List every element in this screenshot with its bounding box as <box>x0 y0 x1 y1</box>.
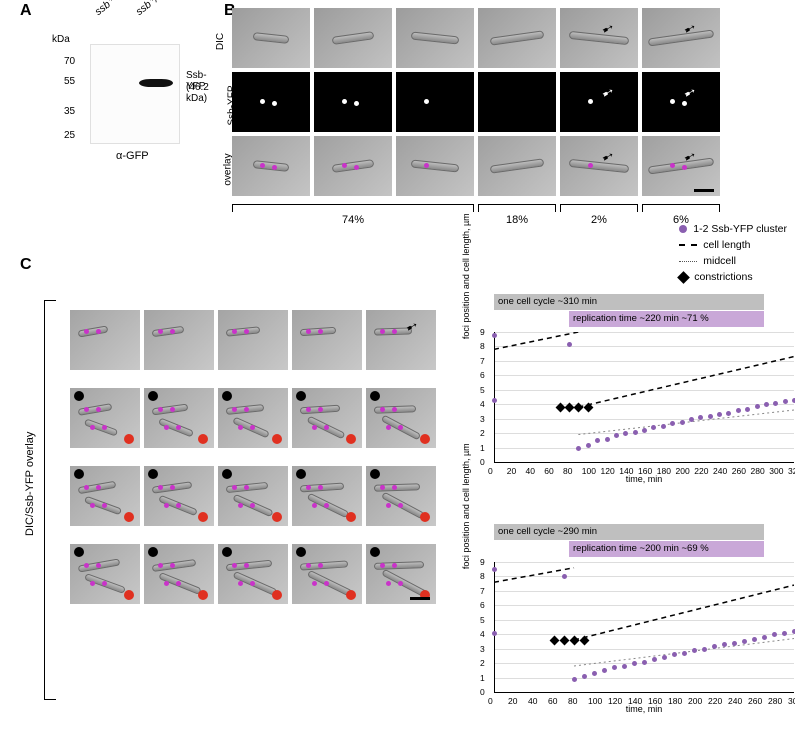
replication-bar: replication time ~200 min ~69 % <box>569 541 764 557</box>
thumb-yfp-3 <box>478 72 556 132</box>
cycle-bar: one cell cycle ~310 min <box>494 294 764 310</box>
tl-thumb-100: 100 <box>144 388 214 448</box>
marker-55: 55 <box>64 76 75 87</box>
xlabel: time, min <box>626 474 663 484</box>
tl-thumb-260: 260 <box>144 544 214 604</box>
legend-dotline-icon <box>679 261 697 262</box>
pct-label: 18% <box>478 214 556 226</box>
legend-midcell-text: midcell <box>703 254 736 268</box>
ylabel: foci position and cell length, µm <box>461 443 471 569</box>
marker-70: 70 <box>64 56 75 67</box>
legend-dash-icon <box>679 244 697 246</box>
marker-25: 25 <box>64 130 75 141</box>
kda-unit: kDa <box>52 34 70 45</box>
panel-a-label: A <box>20 2 32 20</box>
row-label-dic: DIC <box>215 33 226 50</box>
legend-midcell: midcell <box>679 254 787 268</box>
tl-thumb-40: 40 <box>218 310 288 370</box>
antibody-label: α-GFP <box>116 150 149 162</box>
thumb-dic-5 <box>642 8 720 68</box>
strain-labels: ssb⁺ ssb⁺/ssb-YFP <box>100 6 206 18</box>
ssb-yfp-band <box>139 79 173 87</box>
legend-cell-length: cell length <box>679 238 787 252</box>
tl-thumb-90: 90 <box>70 388 140 448</box>
tl-thumb-180: 180 <box>218 466 288 526</box>
thumb-overlay-1 <box>314 136 392 196</box>
tl-thumb-200: 200 <box>292 466 362 526</box>
thumb-dic-0 <box>232 8 310 68</box>
thumb-yfp-1 <box>314 72 392 132</box>
thumb-yfp-4 <box>560 72 638 132</box>
panel-b: DIC Ssb-YFP overlay 74%18%2%6% <box>232 8 788 226</box>
thumb-dic-4 <box>560 8 638 68</box>
ylabel: foci position and cell length, µm <box>461 213 471 339</box>
band-mw: (46.2 kDa) <box>186 82 218 104</box>
panel-c-label: C <box>20 256 32 274</box>
replication-bar: replication time ~220 min ~71 % <box>569 311 764 327</box>
legend-dot-icon <box>679 225 687 233</box>
thumb-dic-3 <box>478 8 556 68</box>
thumb-yfp-2 <box>396 72 474 132</box>
tl-thumb-300: 300 <box>292 544 362 604</box>
marker-35: 35 <box>64 106 75 117</box>
legend-cluster-text: 1-2 Ssb-YFP cluster <box>693 222 787 236</box>
thumb-overlay-2 <box>396 136 474 196</box>
tl-thumb-320: 320 <box>366 544 436 604</box>
thumb-overlay-0 <box>232 136 310 196</box>
panel-a: ssb⁺ ssb⁺/ssb-YFP kDa 70 55 35 25 Ssb-YF… <box>38 8 218 168</box>
tl-thumb-140: 140 <box>70 466 140 526</box>
tl-thumb-130: 130 <box>366 388 436 448</box>
thumb-yfp-0 <box>232 72 310 132</box>
tl-thumb-0: 0 <box>70 310 140 370</box>
xlabel: time, min <box>626 704 663 714</box>
tl-thumb-60: 60 <box>292 310 362 370</box>
tl-thumb-220: 220 <box>366 466 436 526</box>
thumb-overlay-3 <box>478 136 556 196</box>
legend-cell-length-text: cell length <box>703 238 750 252</box>
pct-label: 2% <box>560 214 638 226</box>
thumb-yfp-5 <box>642 72 720 132</box>
tl-thumb-280: 280 <box>218 544 288 604</box>
tl-thumb-20: 20 <box>144 310 214 370</box>
strain-1: ssb⁺ <box>93 0 118 18</box>
pct-label: 74% <box>232 214 474 226</box>
thumb-dic-1 <box>314 8 392 68</box>
legend-cluster: 1-2 Ssb-YFP cluster <box>679 222 787 236</box>
western-blot <box>90 44 180 144</box>
chart-top: one cell cycle ~310 minreplication time … <box>460 294 780 474</box>
strain-2: ssb⁺/ssb-YFP <box>133 0 192 18</box>
thumb-overlay-4 <box>560 136 638 196</box>
chart-bottom: one cell cycle ~290 minreplication time … <box>460 524 780 704</box>
thumb-dic-2 <box>396 8 474 68</box>
tl-thumb-240: 240 <box>70 544 140 604</box>
tl-thumb-80: 80 min <box>366 310 436 370</box>
cycle-bar: one cell cycle ~290 min <box>494 524 764 540</box>
thumb-overlay-5 <box>642 136 720 196</box>
panel-c: DIC/Ssb-YFP overlay 020406080 min9010011… <box>10 276 785 588</box>
tl-thumb-110: 110 <box>218 388 288 448</box>
panel-b-grid <box>232 8 788 196</box>
tl-thumb-120: 120 <box>292 388 362 448</box>
tl-thumb-160: 160 <box>144 466 214 526</box>
